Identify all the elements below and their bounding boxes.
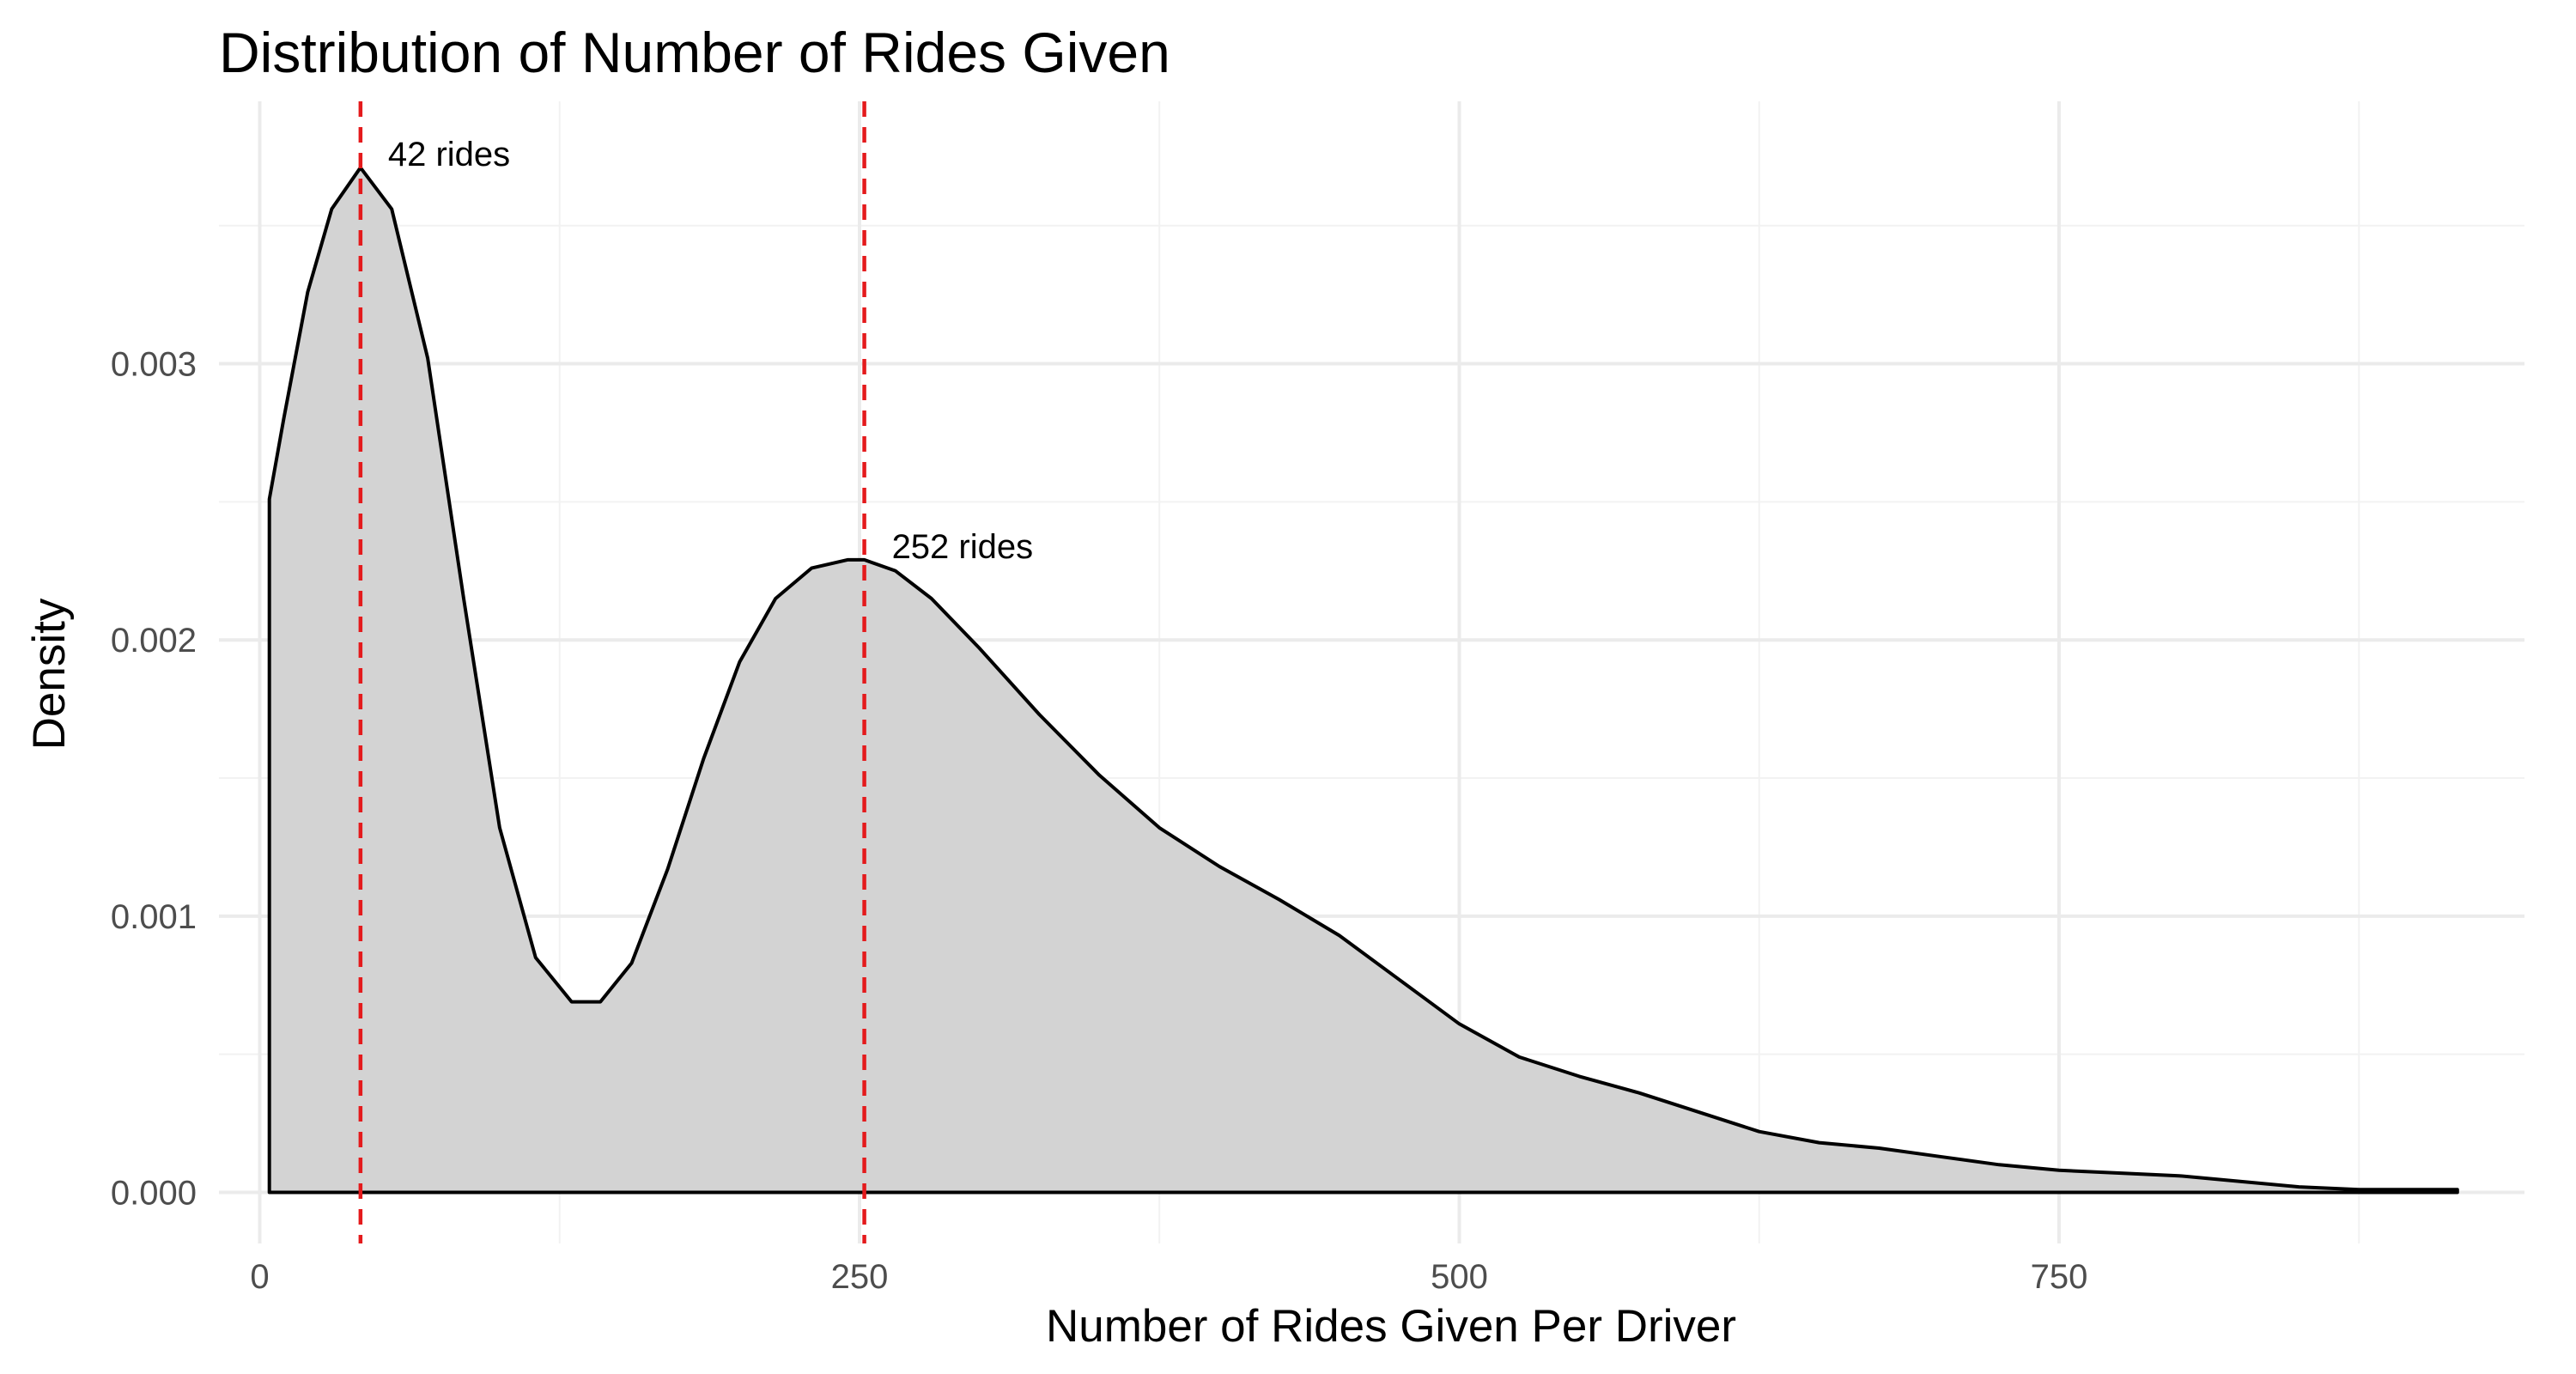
peak-annotations-layer: 42 rides 252 rides xyxy=(388,136,1033,566)
density-area-series-0 xyxy=(267,166,2459,1195)
x-tick-label: 750 xyxy=(2031,1258,2088,1296)
density-area-layer xyxy=(267,166,2459,1195)
y-axis-title: Density xyxy=(24,598,75,750)
x-axis-ticks: 0 250 500 750 xyxy=(250,1258,2087,1296)
y-tick-label: 0.002 xyxy=(111,622,197,660)
x-tick-label: 250 xyxy=(831,1258,889,1296)
x-tick-label: 500 xyxy=(1431,1258,1488,1296)
y-tick-label: 0.000 xyxy=(111,1174,197,1212)
y-tick-label: 0.001 xyxy=(111,898,197,936)
x-axis-title: Number of Rides Given Per Driver xyxy=(1046,1301,1736,1352)
y-axis-ticks: 0.000 0.001 0.002 0.003 xyxy=(111,346,197,1213)
peak-label: 42 rides xyxy=(388,136,510,173)
y-tick-label: 0.003 xyxy=(111,346,197,384)
chart-title: Distribution of Number of Rides Given xyxy=(219,21,1170,84)
x-tick-label: 0 xyxy=(250,1258,269,1296)
peak-lines-layer xyxy=(358,101,866,1243)
peak-label: 252 rides xyxy=(892,528,1034,566)
